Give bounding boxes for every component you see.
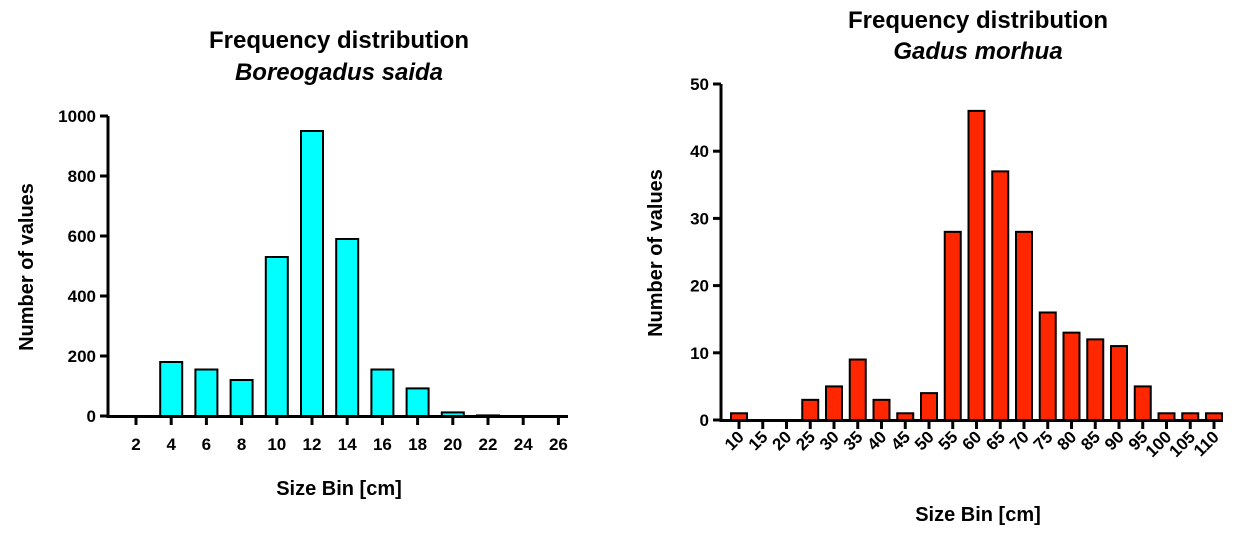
chart1-x-tick-label: 26: [549, 435, 568, 454]
chart2-bar: [730, 412, 748, 421]
chart1-x-tick-label: 8: [237, 435, 246, 454]
chart2-subtitle: Gadus morhua: [893, 38, 1062, 65]
chart1-x-tick-label: 2: [131, 435, 140, 454]
chart2-y-tick-label: 0: [700, 411, 709, 430]
chart2-bar: [967, 109, 986, 421]
chart2-bar: [872, 398, 891, 421]
chart2-bar: [1157, 412, 1176, 421]
chart1-y-tick-label: 800: [68, 167, 96, 186]
chart1-y-tick-label: 1000: [58, 107, 96, 126]
chart1-bar: [159, 361, 184, 417]
chart2-bar: [1015, 230, 1033, 421]
chart2-ylabel: Number of values: [645, 169, 667, 337]
chart2-x-tick-label: 110: [1190, 427, 1223, 460]
chart1-bar: [370, 368, 395, 417]
chart1-x-tick-label: 12: [303, 435, 322, 454]
chart1-xlabel: Size Bin [cm]: [276, 478, 402, 500]
chart1-y-tick-label: 600: [68, 227, 96, 246]
chart1-bar: [300, 130, 324, 417]
chart2-bar: [943, 230, 962, 421]
chart1-x-tick-label: 16: [373, 435, 392, 454]
chart1-x-tick-label: 18: [408, 435, 427, 454]
chart2-xlabel: Size Bin [cm]: [915, 504, 1041, 526]
chart2-bar: [920, 392, 938, 421]
chart2-y-tick-label: 50: [690, 75, 709, 94]
chart1-x-tick-label: 10: [267, 435, 286, 454]
chart-gadus: Frequency distribution Gadus morhua Numb…: [645, 7, 1223, 526]
chart1-bar: [335, 238, 360, 417]
chart1-x-tick-label: 24: [514, 435, 533, 454]
chart1-title: Frequency distribution: [209, 27, 469, 54]
chart2-bar: [896, 412, 915, 421]
chart1-ylabel: Number of values: [16, 183, 38, 351]
chart1-x-tick-label: 22: [479, 435, 498, 454]
chart2-y-tick-label: 10: [690, 344, 709, 363]
chart2-bar: [991, 170, 1010, 421]
chart2-bar: [1062, 331, 1081, 422]
chart2-bar: [1038, 311, 1057, 422]
chart1-y-tick-label: 400: [68, 287, 96, 306]
chart-boreogadus: Frequency distribution Boreogadus saida …: [16, 27, 568, 500]
chart2-bar: [1110, 345, 1128, 421]
chart2-bar: [1205, 412, 1223, 421]
chart1-bar: [264, 256, 289, 417]
chart1-y-tick-label: 200: [68, 347, 96, 366]
chart1-x-tick-label: 20: [443, 435, 462, 454]
chart2-y-tick-label: 40: [690, 142, 709, 161]
chart1-bar: [194, 368, 219, 417]
chart2-bar: [1181, 412, 1200, 421]
chart2-bar: [825, 385, 843, 421]
chart2-bar: [1086, 338, 1105, 421]
chart1-x-tick-label: 14: [338, 435, 357, 454]
chart2-y-tick-label: 20: [690, 277, 709, 296]
chart2-y-tick-label: 30: [690, 209, 709, 228]
chart2-bar: [848, 358, 867, 421]
chart1-bar: [229, 379, 254, 417]
chart1-bar: [405, 387, 430, 417]
chart1-subtitle: Boreogadus saida: [235, 59, 443, 86]
chart1-x-tick-label: 4: [166, 435, 176, 454]
chart1-x-tick-label: 6: [202, 435, 211, 454]
chart2-title: Frequency distribution: [848, 7, 1108, 34]
chart2-bar: [1133, 385, 1152, 421]
chart2-bar: [801, 398, 820, 421]
chart1-y-tick-label: 0: [87, 407, 96, 426]
